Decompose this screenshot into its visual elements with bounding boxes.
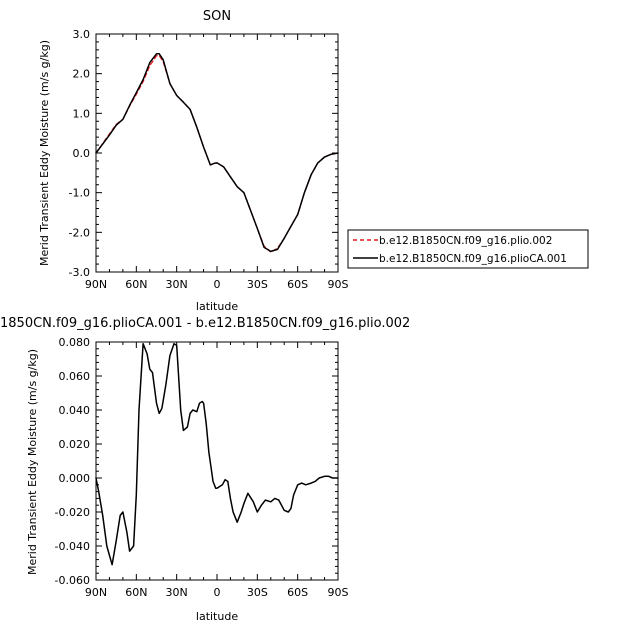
bottom-x-tick-label: 0: [214, 586, 221, 599]
top-x-tick-label: 90S: [328, 278, 349, 291]
legend-box: [347, 229, 589, 269]
top-x-tick-label: 60S: [287, 278, 308, 291]
top-x-tick-label: 0: [214, 278, 221, 291]
top-chart-ylabel: Merid Transient Eddy Moisture (m/s g/kg): [38, 40, 51, 266]
bottom-x-tick-label: 90N: [85, 586, 107, 599]
top-x-tick-label: 90N: [85, 278, 107, 291]
top-x-tick-label: 30N: [166, 278, 188, 291]
bottom-x-tick-label: 60S: [287, 586, 308, 599]
top-chart-title: SON: [203, 9, 231, 24]
top-plot-frame: [95, 33, 339, 273]
bottom-y-tick-label: -0.040: [55, 540, 90, 553]
top-y-tick-label: -3.0: [69, 266, 90, 279]
top-y-tick-label: -1.0: [69, 187, 90, 200]
top-series-line-1: [95, 54, 339, 253]
bottom-y-tick-label: -0.060: [55, 574, 90, 587]
top-x-tick-label: 30S: [247, 278, 268, 291]
top-y-tick-label: 2.0: [73, 68, 91, 81]
top-y-tick-label: 1.0: [73, 107, 91, 120]
bottom-plot-frame: [95, 341, 339, 581]
bottom-chart-xlabel: latitude: [196, 610, 238, 623]
bottom-y-tick-label: 0.000: [59, 472, 91, 485]
top-y-tick-label: 3.0: [73, 28, 91, 41]
top-y-tick-label: 0.0: [73, 147, 91, 160]
bottom-x-tick-label: 60N: [125, 586, 147, 599]
legend-label-2: b.e12.B1850CN.f09_g16.plioCA.001: [379, 253, 567, 265]
legend-label-1: b.e12.B1850CN.f09_g16.plio.002: [379, 235, 552, 247]
bottom-y-tick-label: 0.060: [59, 370, 91, 383]
top-y-tick-label: -2.0: [69, 226, 90, 239]
top-x-tick-label: 60N: [125, 278, 147, 291]
bottom-chart-ylabel: Merid Transient Eddy Moisture (m/s g/kg): [26, 349, 39, 575]
bottom-x-tick-label: 30S: [247, 586, 268, 599]
top-panel: SON Merid Transient Eddy Moisture (m/s g…: [38, 9, 589, 313]
bottom-chart-title: 1850CN.f09_g16.plioCA.001 - b.e12.B1850C…: [0, 316, 410, 331]
bottom-panel: 1850CN.f09_g16.plioCA.001 - b.e12.B1850C…: [0, 316, 410, 623]
top-series-line-2: [95, 53, 339, 253]
bottom-y-tick-label: 0.020: [59, 438, 91, 451]
bottom-y-tick-label: 0.080: [59, 336, 91, 349]
top-chart-xlabel: latitude: [196, 300, 238, 313]
bottom-y-tick-label: 0.040: [59, 404, 91, 417]
bottom-series-line-1: [95, 342, 339, 566]
bottom-y-tick-label: -0.020: [55, 506, 90, 519]
bottom-x-tick-label: 90S: [328, 586, 349, 599]
bottom-x-tick-label: 30N: [166, 586, 188, 599]
